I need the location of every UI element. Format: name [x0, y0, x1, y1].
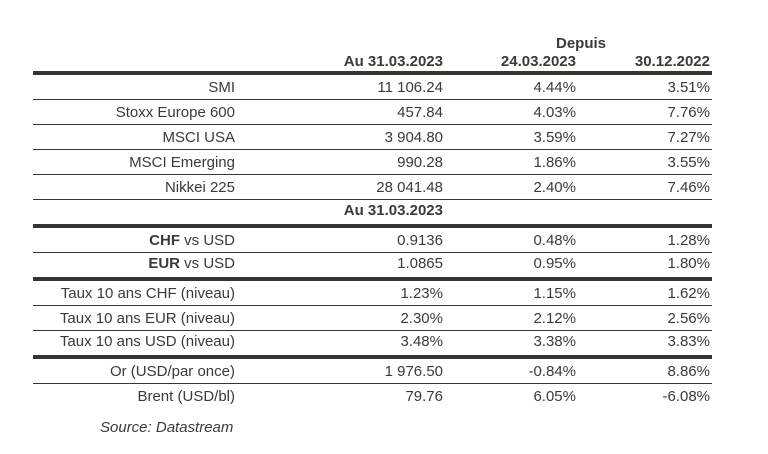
since-week-cell: 2.40%: [533, 178, 576, 196]
table-row-eur-usd: EUR vs USD 1.0865 0.95% 1.80%: [33, 253, 712, 281]
row-label: SMI: [208, 78, 235, 96]
since-ytd-cell: 8.86%: [667, 362, 710, 380]
table-row-nikkei: Nikkei 225 28 041.48 2.40% 7.46%: [33, 175, 712, 200]
col-header-since-ytd: 30.12.2022: [634, 53, 710, 70]
depuis-header-row: Depuis: [33, 33, 712, 53]
value-cell: 990.28: [397, 153, 443, 171]
row-label: EUR vs USD: [33, 255, 243, 272]
since-week-cell: 6.05%: [533, 388, 576, 405]
value-cell: 11 106.24: [377, 78, 443, 96]
value-cell: 28 041.48: [376, 178, 443, 196]
table-row-rate-eur: Taux 10 ans EUR (niveau) 2.30% 2.12% 2.5…: [33, 306, 712, 331]
since-ytd-cell: 2.56%: [667, 309, 710, 327]
table-row-msci-usa: MSCI USA 3 904.80 3.59% 7.27%: [33, 125, 712, 150]
value-cell: 3.48%: [400, 333, 443, 350]
value-cell: 457.84: [397, 103, 443, 121]
since-week-cell: 1.15%: [533, 284, 576, 302]
table-row-rate-usd: Taux 10 ans USD (niveau) 3.48% 3.38% 3.8…: [33, 331, 712, 359]
since-week-cell: 0.48%: [533, 231, 576, 249]
row-label: MSCI Emerging: [129, 153, 235, 171]
label-rest: vs USD: [179, 255, 235, 272]
row-label: Or (USD/par once): [109, 362, 235, 380]
value-cell: 1.23%: [400, 284, 443, 302]
table-row-gold: Or (USD/par once) 1 976.50 -0.84% 8.86%: [33, 359, 712, 384]
row-label: Taux 10 ans EUR (niveau): [59, 309, 235, 327]
section-header-date: Au 31.03.2023: [343, 202, 443, 219]
row-label: Brent (USD/bl): [137, 388, 235, 405]
table-row-smi: SMI 11 106.24 4.44% 3.51%: [33, 75, 712, 100]
since-ytd-cell: 1.62%: [667, 284, 710, 302]
since-ytd-cell: 7.76%: [667, 103, 710, 121]
table-row-brent: Brent (USD/bl) 79.76 6.05% -6.08%: [33, 384, 712, 409]
since-week-cell: 2.12%: [533, 309, 576, 327]
currency-code: CHF: [149, 231, 180, 249]
label-rest: vs USD: [179, 231, 235, 249]
since-ytd-cell: 1.80%: [667, 255, 710, 272]
value-cell: 0.9136: [397, 231, 443, 249]
row-label: Nikkei 225: [164, 178, 235, 196]
value-cell: 3 904.80: [384, 128, 443, 146]
currency-code: EUR: [148, 255, 180, 272]
table-row-msci-emerging: MSCI Emerging 990.28 1.86% 3.55%: [33, 150, 712, 175]
col-header-value-date: Au 31.03.2023: [343, 53, 443, 70]
since-week-cell: 3.38%: [533, 333, 576, 350]
value-cell: 2.30%: [400, 309, 443, 327]
since-ytd-cell: 3.83%: [667, 333, 710, 350]
since-ytd-cell: 7.46%: [667, 178, 710, 196]
since-ytd-cell: 3.55%: [667, 153, 710, 171]
column-header-row: Au 31.03.2023 24.03.2023 30.12.2022: [33, 53, 712, 75]
depuis-header: Depuis: [555, 34, 606, 52]
since-week-cell: 0.95%: [533, 255, 576, 272]
row-label: Stoxx Europe 600: [115, 103, 235, 121]
since-week-cell: 3.59%: [533, 128, 576, 146]
since-ytd-cell: 1.28%: [667, 231, 710, 249]
row-label: Taux 10 ans CHF (niveau): [60, 284, 235, 302]
section-header-row: Au 31.03.2023: [33, 200, 712, 228]
since-ytd-cell: 7.27%: [667, 128, 710, 146]
row-label: CHF vs USD: [33, 232, 243, 249]
value-cell: 1 976.50: [384, 362, 443, 380]
col-header-since-week: 24.03.2023: [500, 53, 576, 70]
row-label: MSCI USA: [162, 128, 235, 146]
since-ytd-cell: 3.51%: [667, 78, 710, 96]
table-row-rate-chf: Taux 10 ans CHF (niveau) 1.23% 1.15% 1.6…: [33, 281, 712, 306]
table-row-stoxx: Stoxx Europe 600 457.84 4.03% 7.76%: [33, 100, 712, 125]
since-week-cell: 1.86%: [533, 153, 576, 171]
since-week-cell: -0.84%: [528, 362, 576, 380]
source-caption: Source: Datastream: [100, 419, 234, 436]
market-data-table: Depuis Au 31.03.2023 24.03.2023 30.12.20…: [33, 33, 712, 438]
value-cell: 79.76: [405, 388, 443, 405]
table-row-chf-usd: CHF vs USD 0.9136 0.48% 1.28%: [33, 228, 712, 253]
value-cell: 1.0865: [397, 255, 443, 272]
since-week-cell: 4.03%: [533, 103, 576, 121]
since-ytd-cell: -6.08%: [662, 388, 710, 405]
row-label: Taux 10 ans USD (niveau): [59, 333, 235, 350]
since-week-cell: 4.44%: [533, 78, 576, 96]
